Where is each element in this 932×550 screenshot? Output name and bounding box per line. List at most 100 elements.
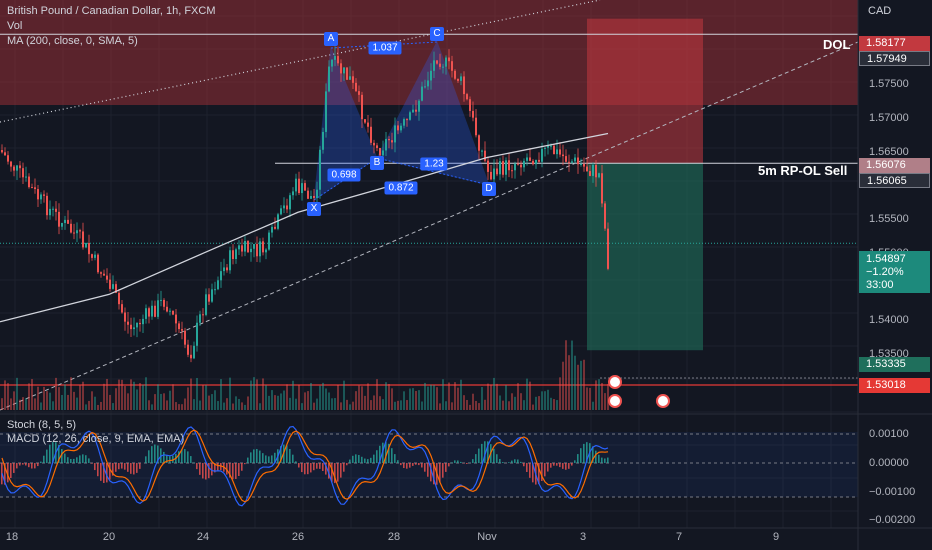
- macd-histogram-bar: [478, 448, 480, 463]
- volume-bar: [529, 381, 531, 410]
- candle-body: [145, 308, 147, 319]
- time-tick: 18: [5, 531, 19, 543]
- volume-bar: [436, 387, 438, 410]
- candle-body: [283, 205, 285, 209]
- macd-histogram-bar: [40, 461, 42, 463]
- candle-body: [601, 173, 603, 204]
- candle-body: [100, 272, 102, 274]
- macd-histogram-bar: [178, 451, 180, 463]
- dol-label[interactable]: DOL: [823, 37, 851, 52]
- candle-body: [61, 222, 63, 227]
- candle-body: [571, 161, 573, 163]
- volume-bar: [85, 404, 87, 410]
- candle-body: [598, 173, 600, 178]
- macd-histogram-bar: [52, 442, 54, 463]
- volume-bar: [82, 381, 84, 410]
- volume-bar: [220, 379, 222, 410]
- volume-bar: [331, 398, 333, 410]
- ma-200-line: [0, 132, 609, 323]
- volume-bar: [373, 395, 375, 410]
- macd-histogram-bar: [241, 463, 243, 471]
- pattern-point-a[interactable]: A: [324, 32, 338, 46]
- macd-histogram-bar: [397, 460, 399, 463]
- macd-histogram-bar: [220, 463, 222, 471]
- candle-body: [193, 345, 195, 359]
- red-line-price-tag: 1.53018: [859, 378, 930, 393]
- candle-body: [346, 67, 348, 80]
- pattern-point-b[interactable]: B: [370, 156, 384, 170]
- vol-legend[interactable]: Vol: [7, 20, 23, 32]
- symbol-title[interactable]: British Pound / Canadian Dollar, 1h, FXC…: [7, 5, 216, 17]
- candle-body: [16, 165, 18, 171]
- macd-histogram-bar: [274, 452, 276, 463]
- ratio-label: 0.698: [327, 168, 361, 182]
- rp-ol-sell-label[interactable]: 5m RP-OL Sell: [758, 163, 848, 178]
- volume-bar: [193, 399, 195, 410]
- dol-price-tag: 1.57949: [859, 51, 930, 66]
- macd-histogram-bar: [247, 457, 249, 463]
- macd-histogram-bar: [511, 460, 513, 463]
- candle-body: [136, 322, 138, 328]
- volume-bar: [298, 384, 300, 410]
- candle-body: [139, 322, 141, 325]
- volume-bar: [577, 364, 579, 410]
- currency-label: CAD: [868, 5, 892, 17]
- macd-tick: −0.00200: [869, 514, 916, 526]
- candle-body: [76, 230, 78, 234]
- macd-histogram-bar: [202, 463, 204, 479]
- volume-bar: [79, 385, 81, 410]
- macd-histogram-bar: [475, 454, 477, 463]
- macd-histogram-bar: [109, 463, 111, 480]
- ratio-label: 1.23: [420, 157, 448, 171]
- ratio-label: 1.037: [368, 41, 402, 55]
- candle-body: [238, 245, 240, 250]
- volume-bar: [169, 390, 171, 410]
- candle-body: [175, 314, 177, 324]
- candle-body: [205, 294, 207, 315]
- candle-body: [223, 267, 225, 272]
- volume-bar: [136, 389, 138, 410]
- volume-bar: [274, 395, 276, 410]
- volume-bar: [25, 398, 27, 410]
- macd-histogram-bar: [217, 463, 219, 471]
- volume-bar: [151, 404, 153, 410]
- candle-body: [340, 63, 342, 74]
- candle-body: [526, 157, 528, 161]
- candle-body: [109, 279, 111, 289]
- candle-body: [583, 164, 585, 167]
- candle-body: [481, 150, 483, 152]
- volume-bar: [280, 393, 282, 410]
- volume-bar: [313, 402, 315, 410]
- candle-body: [376, 145, 378, 148]
- macd-histogram-bar: [574, 460, 576, 463]
- volume-bar: [406, 400, 408, 410]
- candle-body: [409, 112, 411, 120]
- pattern-point-x[interactable]: X: [307, 202, 321, 216]
- macd-histogram-bar: [214, 463, 216, 473]
- candle-body: [298, 178, 300, 194]
- candle-body: [457, 78, 459, 81]
- macd-tick: −0.00100: [869, 486, 916, 498]
- stoch-legend[interactable]: Stoch (8, 5, 5): [7, 419, 77, 431]
- pattern-point-d[interactable]: D: [482, 182, 496, 196]
- volume-bar: [100, 401, 102, 410]
- macd-histogram-bar: [127, 463, 129, 472]
- ma-legend[interactable]: MA (200, close, 0, SMA, 5): [7, 35, 138, 47]
- candle-body: [169, 310, 171, 312]
- candle-body: [451, 61, 453, 71]
- pattern-point-c[interactable]: C: [430, 27, 444, 41]
- candle-body: [217, 280, 219, 290]
- macd-histogram-bar: [571, 463, 573, 466]
- macd-histogram-bar: [289, 449, 291, 463]
- current-price-tag: 1.54897 −1.20% 33:00: [859, 251, 930, 293]
- macd-legend[interactable]: MACD (12, 26, close, 9, EMA, EMA): [7, 433, 185, 445]
- macd-histogram-bar: [424, 463, 426, 472]
- macd-histogram-bar: [373, 454, 375, 463]
- lower-trendline: [0, 41, 859, 411]
- candle-body: [379, 147, 381, 156]
- candle-body: [511, 170, 513, 172]
- volume-bar: [232, 403, 234, 410]
- macd-histogram-bar: [190, 456, 192, 463]
- volume-bar: [70, 377, 72, 410]
